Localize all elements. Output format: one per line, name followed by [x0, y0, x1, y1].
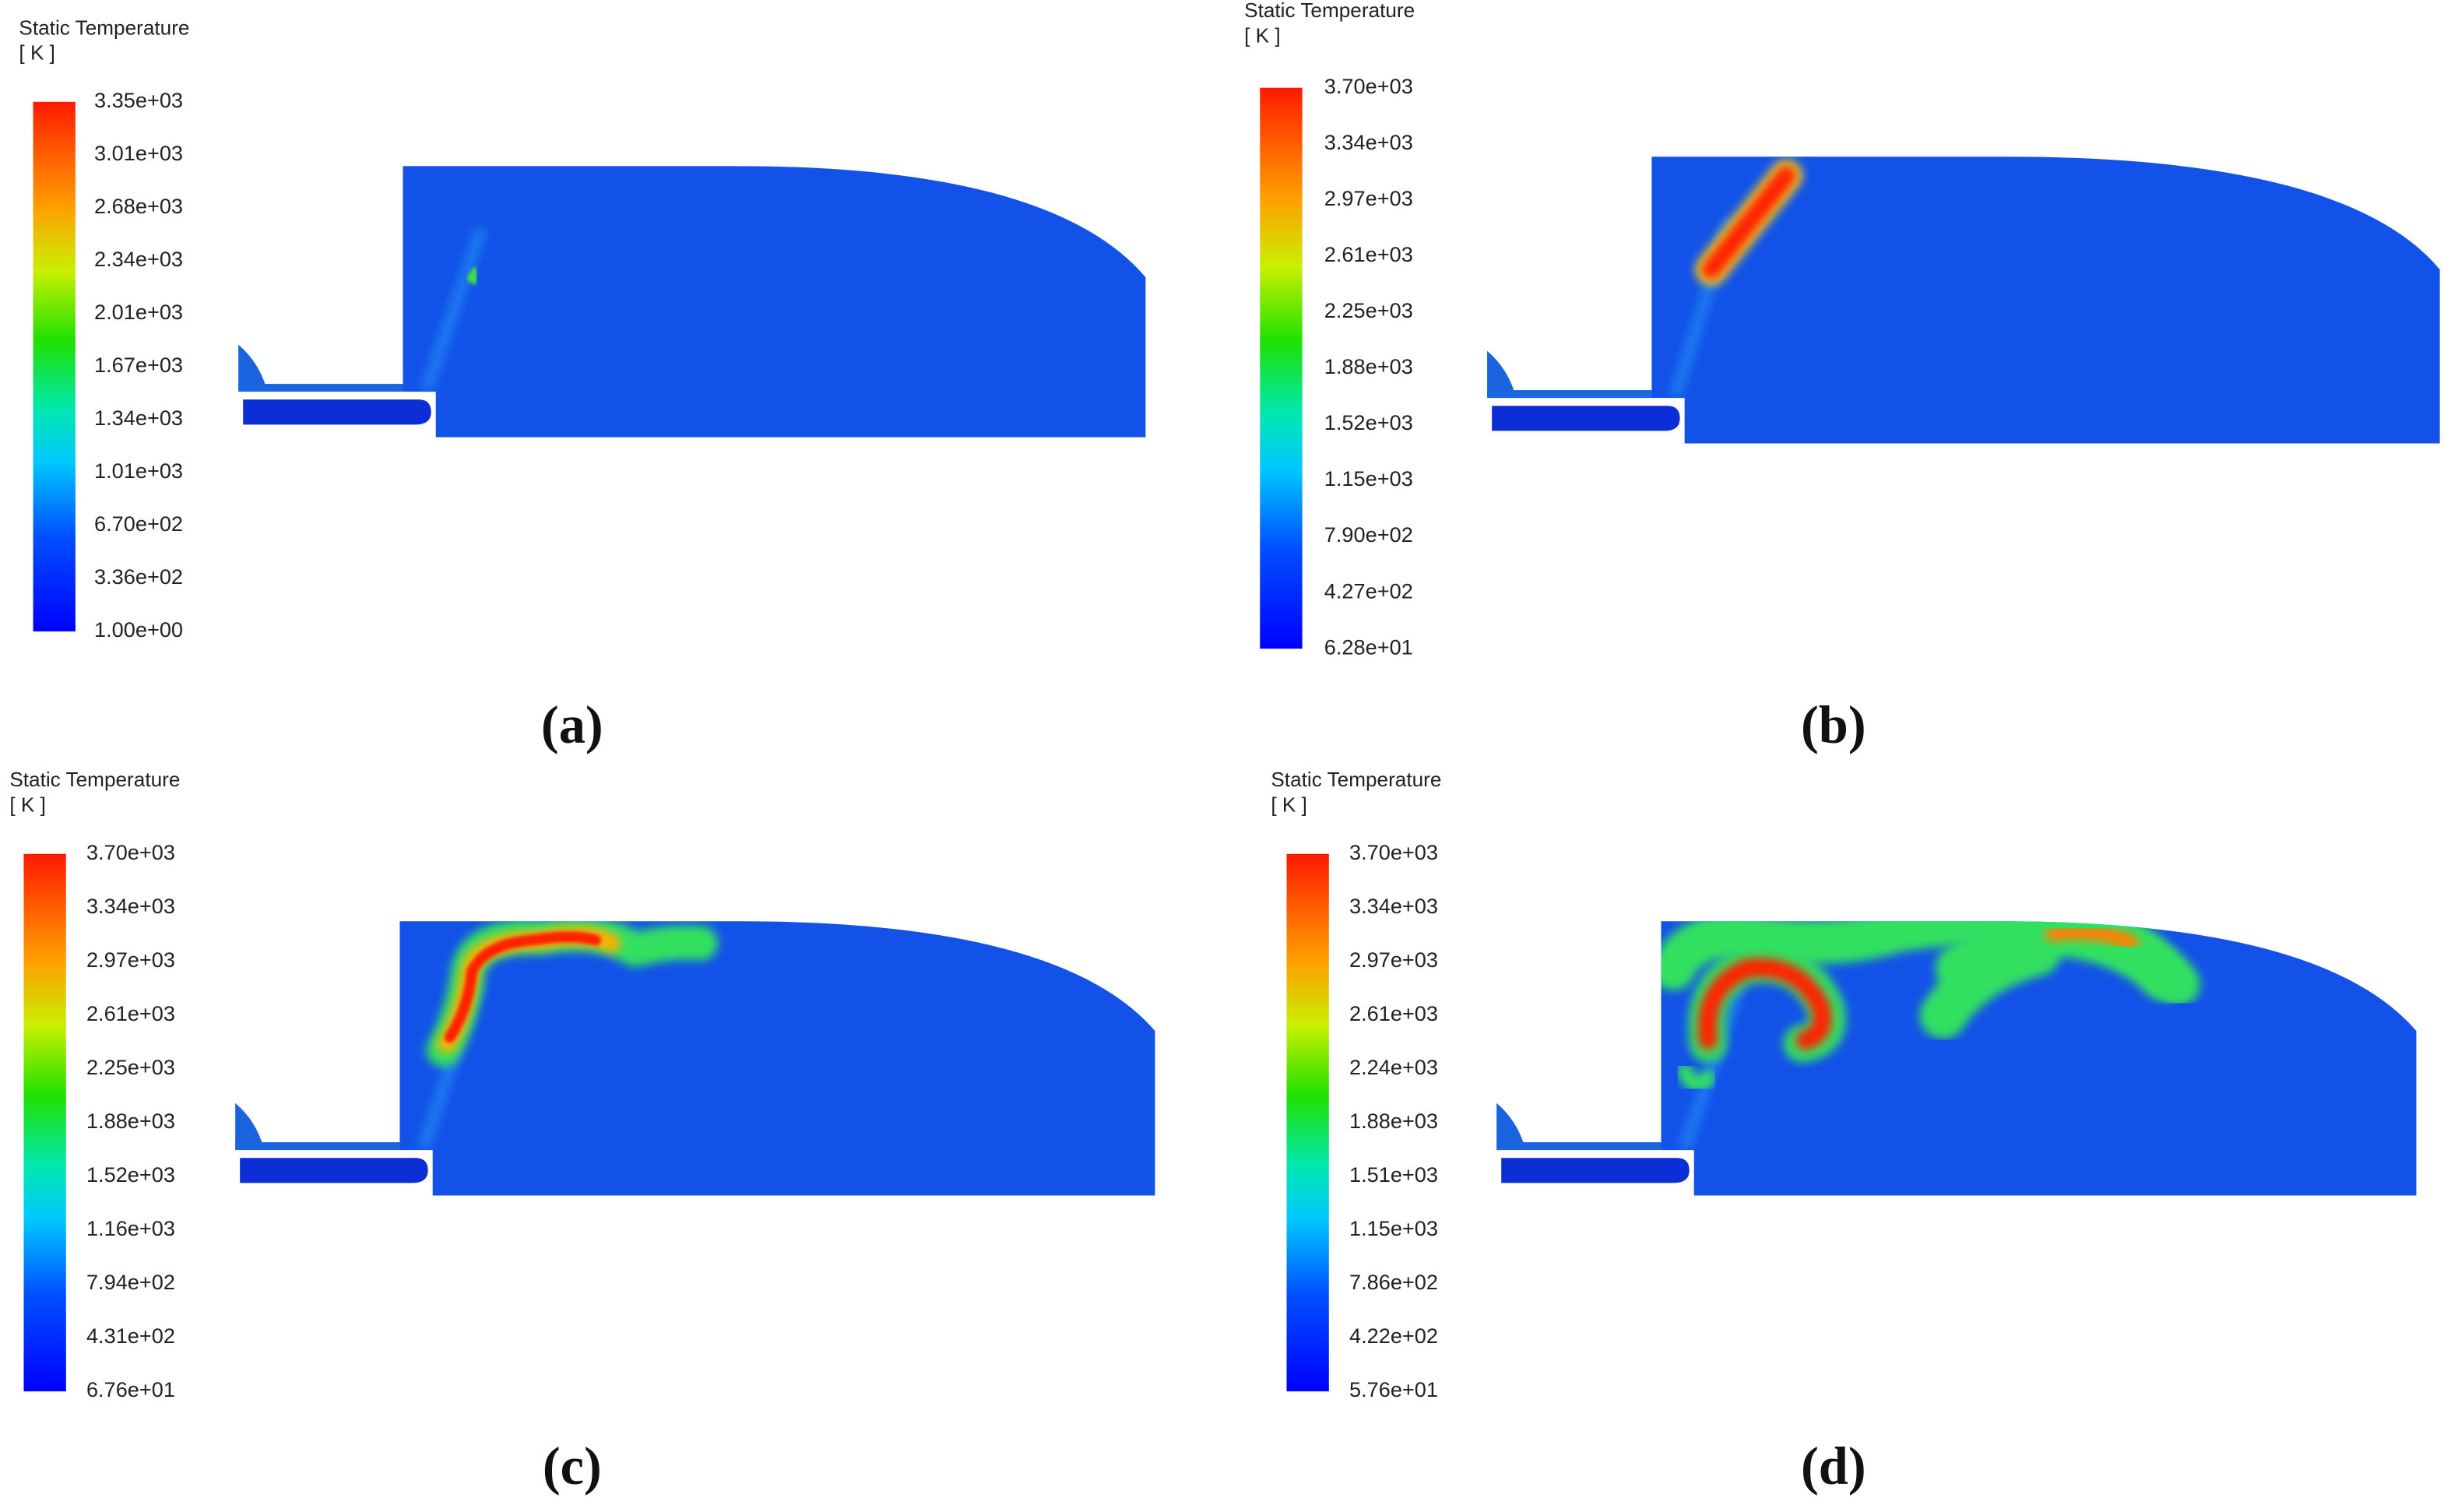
jet: [1679, 982, 1746, 1151]
domain: [399, 921, 1155, 1196]
channel: [1501, 1158, 1690, 1183]
colorbar: [1286, 853, 1329, 1392]
colorbar-tick-label: 1.51e+03: [1349, 1162, 1438, 1187]
hot-gas: [2045, 924, 2140, 951]
colorbar-tick-label: 1.52e+03: [1324, 410, 1413, 434]
colorbar-tick-label: 1.52e+03: [86, 1162, 175, 1187]
hot-gas: [466, 267, 478, 285]
plumes: [1661, 921, 2200, 1151]
legend-unit: [ K ]: [1271, 793, 1307, 816]
plate: [1496, 1142, 1662, 1151]
legend-unit: [ K ]: [1244, 23, 1281, 47]
colorbar-tick-label: 2.61e+03: [1324, 242, 1413, 266]
legend-title: Static Temperature: [9, 768, 180, 791]
colorbar-tick-label: 2.61e+03: [86, 1001, 175, 1025]
colorbar-tick-label: 2.97e+03: [1349, 948, 1438, 972]
colorbar-tick-label: 1.16e+03: [86, 1216, 175, 1240]
jet: [420, 227, 487, 392]
colorbar-tick-label: 6.76e+01: [86, 1377, 175, 1401]
colorbar-tick-label: 3.70e+03: [1324, 74, 1413, 98]
colorbar-tick-label: 3.34e+03: [86, 894, 175, 918]
colorbar-tick-label: 2.24e+03: [1349, 1055, 1438, 1079]
panel: Static Temperature[ K ] 3.70e+03 3.34e+03 2…: [1271, 768, 2417, 1496]
colorbar-tick-label: 7.94e+02: [86, 1270, 175, 1294]
colorbar-tick-label: 2.34e+03: [94, 247, 183, 271]
colorbar-tick-label: 3.35e+03: [94, 88, 183, 112]
colorbar-tick-label: 3.34e+03: [1349, 894, 1438, 918]
panel: Static Temperature[ K ] 3.70e+03 3.34e+03 2…: [1244, 0, 2440, 754]
colorbar: [33, 101, 76, 632]
colorbar-tick-label: 6.70e+02: [94, 512, 183, 536]
legend-unit: [ K ]: [19, 40, 55, 64]
nozzle: [1496, 1102, 1525, 1148]
hot-gas: [444, 931, 602, 1043]
channel: [240, 1158, 428, 1183]
colorbar-tick-label: 2.61e+03: [1349, 1001, 1438, 1025]
colorbar-tick-label: 1.15e+03: [1349, 1216, 1438, 1240]
domain: [403, 166, 1146, 438]
legend-title: Static Temperature: [19, 16, 189, 39]
colorbar: [23, 853, 66, 1392]
colorbar-tick-label: 5.76e+01: [1349, 1377, 1438, 1401]
panel: Static Temperature[ K ] 3.70e+03 3.34e+03 2…: [9, 768, 1155, 1496]
colorbar-tick-label: 2.68e+03: [94, 194, 183, 218]
nozzle: [238, 344, 267, 389]
colorbar-tick-label: 1.88e+03: [86, 1109, 175, 1133]
colorbar-tick-label: 7.90e+02: [1324, 522, 1413, 547]
legend-title: Static Temperature: [1271, 768, 1441, 791]
hot-gas: [1697, 958, 1832, 1050]
panel: Static Temperature[ K ] 3.35e+03 3.01e+03 2…: [19, 16, 1146, 754]
caption: (c): [543, 1436, 602, 1496]
colorbar-tick-label: 3.70e+03: [1349, 840, 1438, 864]
colorbar-tick-label: 2.97e+03: [1324, 186, 1413, 210]
caption: (d): [1801, 1436, 1866, 1496]
colorbar: [1260, 87, 1303, 649]
colorbar-tick-label: 1.88e+03: [1349, 1109, 1438, 1133]
domain: [1661, 921, 2417, 1196]
colorbar-tick-label: 4.31e+02: [86, 1324, 175, 1348]
caption: (a): [541, 695, 603, 754]
plate: [238, 384, 403, 392]
nozzle: [1487, 350, 1516, 396]
colorbar-tick-label: 2.25e+03: [86, 1055, 175, 1079]
plumes: [1669, 160, 1802, 399]
channel: [1492, 406, 1680, 431]
plate: [1487, 390, 1652, 399]
colorbar-tick-label: 4.27e+02: [1324, 578, 1413, 603]
colorbar-tick-label: 1.88e+03: [1324, 354, 1413, 378]
caption: (b): [1801, 695, 1866, 754]
nozzle: [235, 1102, 264, 1148]
colorbar-tick-label: 2.25e+03: [1324, 298, 1413, 322]
colorbar-tick-label: 2.01e+03: [94, 300, 183, 324]
colorbar-tick-label: 1.00e+00: [94, 617, 183, 642]
colorbar-tick-label: 1.34e+03: [94, 406, 183, 430]
colorbar-tick-label: 6.28e+01: [1324, 635, 1413, 659]
colorbar-tick-label: 3.01e+03: [94, 141, 183, 165]
hot-gas: [1676, 1062, 1716, 1092]
colorbar-tick-label: 1.15e+03: [1324, 466, 1413, 491]
colorbar-tick-label: 3.34e+03: [1324, 130, 1413, 154]
hot-gas: [1700, 165, 1797, 280]
colorbar-tick-label: 3.70e+03: [86, 840, 175, 864]
plumes: [420, 227, 487, 392]
legend-title: Static Temperature: [1244, 0, 1415, 22]
domain: [1651, 156, 2440, 444]
legend-unit: [ K ]: [9, 793, 46, 816]
colorbar-tick-label: 7.86e+02: [1349, 1270, 1438, 1294]
colorbar-tick-label: 4.22e+02: [1349, 1324, 1438, 1348]
colorbar-tick-label: 1.01e+03: [94, 459, 183, 483]
plumes: [417, 921, 718, 1151]
colorbar-tick-label: 2.97e+03: [86, 948, 175, 972]
colorbar-tick-label: 3.36e+02: [94, 564, 183, 589]
channel: [243, 399, 431, 425]
colorbar-tick-label: 1.67e+03: [94, 353, 183, 377]
plate: [235, 1142, 400, 1151]
